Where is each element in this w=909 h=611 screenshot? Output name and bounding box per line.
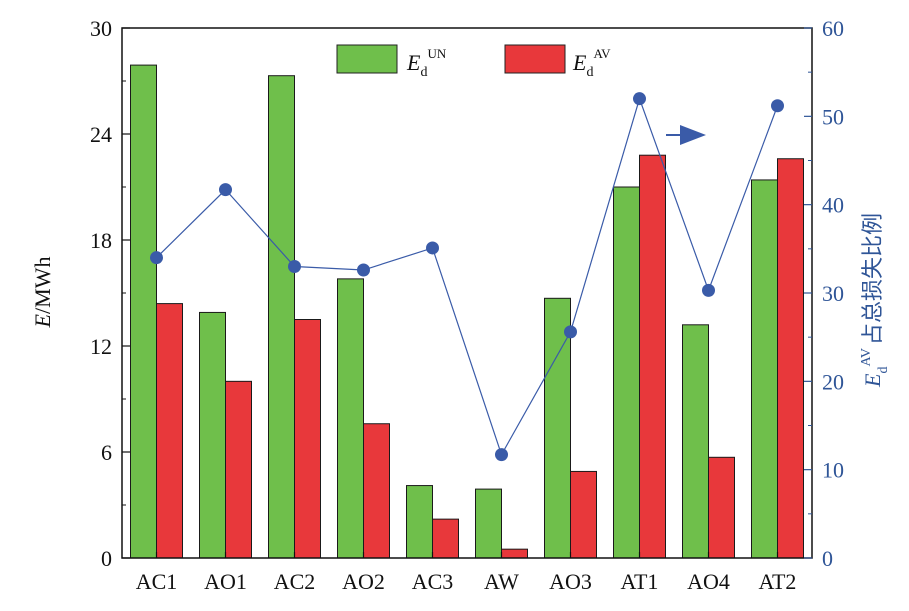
bar-av-ao2: [363, 423, 390, 559]
bar-un-at2: [751, 179, 778, 559]
x-tick-label: AT1: [621, 569, 659, 594]
bar-un-ao2: [337, 278, 364, 559]
ratio-point-ac2: [288, 260, 301, 273]
y-left-axis-title: E/MWh: [30, 257, 55, 329]
x-tick-label: AC2: [274, 569, 316, 594]
y-left-tick-label: 24: [90, 122, 112, 147]
ratio-point-at1: [633, 92, 646, 106]
y-left-tick-label: 6: [101, 440, 112, 465]
ratio-line: [156, 96, 779, 457]
y-right-tick-label: 20: [822, 369, 844, 394]
bar-un-ac1: [130, 64, 157, 559]
y-right-axis-title: EdAV占总损失比例: [859, 213, 891, 388]
ratio-point-ac3: [426, 241, 439, 255]
bar-av-ac2: [294, 319, 321, 559]
x-tick-label: AO1: [204, 569, 247, 594]
legend: EdUN EdAV: [336, 44, 611, 80]
y-right-tick-label: 30: [822, 281, 844, 306]
bar-un-ao3: [544, 297, 571, 559]
x-tick-label: AT2: [759, 569, 797, 594]
y-right-tick-label: 40: [822, 193, 844, 218]
bar-un-ac2: [268, 75, 295, 559]
ratio-point-ao3: [564, 325, 577, 339]
ratio-point-aw: [495, 448, 508, 462]
y-right-tick-label: 0: [822, 546, 833, 571]
y-left-tick-label: 0: [101, 546, 112, 571]
x-tick-label: AO3: [549, 569, 592, 594]
legend-label-un: EdUN: [406, 46, 447, 80]
right-axis-arrow: [666, 125, 706, 145]
ratio-point-ao4: [702, 283, 715, 297]
ratio-point-at2: [771, 99, 784, 113]
bar-av-ao1: [225, 380, 252, 559]
bar-un-ao1: [199, 311, 226, 559]
x-tick-label: AC3: [412, 569, 454, 594]
y-right-tick-label: 50: [822, 104, 844, 129]
ratio-point-ao2: [357, 263, 370, 277]
line-layer: [150, 92, 784, 462]
legend-swatch-un: [336, 44, 398, 74]
bar-av-aw: [501, 548, 528, 559]
y-left-tick-label: 18: [90, 228, 112, 253]
x-tick-label: AO4: [687, 569, 730, 594]
bar-un-ac3: [406, 485, 433, 559]
legend-swatch-av: [504, 44, 566, 74]
bar-av-ao4: [708, 456, 735, 559]
bar-av-at1: [639, 154, 666, 559]
ratio-point-ao1: [219, 183, 232, 197]
x-tick-label: AW: [484, 569, 519, 594]
bar-un-aw: [475, 488, 502, 559]
bar-av-at2: [777, 158, 804, 559]
y-left-tick-label: 12: [90, 334, 112, 359]
bar-av-ac1: [156, 303, 183, 559]
x-tick-label: AO2: [342, 569, 385, 594]
y-left-tick-label: 30: [90, 16, 112, 41]
x-tick-label: AC1: [136, 569, 178, 594]
bar-av-ac3: [432, 518, 459, 559]
y-right-tick-label: 60: [822, 16, 844, 41]
ticks-layer: AC1 AO1 AC2 AO2 AC3 AW AO3 AT1 AO4 AT2 0 6 12 18 24 30 0…: [90, 16, 844, 594]
y-right-tick-label: 10: [822, 458, 844, 483]
ratio-point-ac1: [150, 251, 163, 265]
bars-layer: [130, 64, 804, 559]
bar-un-at1: [613, 186, 640, 559]
bar-av-ao3: [570, 470, 597, 559]
bar-un-ao4: [682, 324, 709, 559]
legend-label-av: EdAV: [572, 46, 611, 80]
